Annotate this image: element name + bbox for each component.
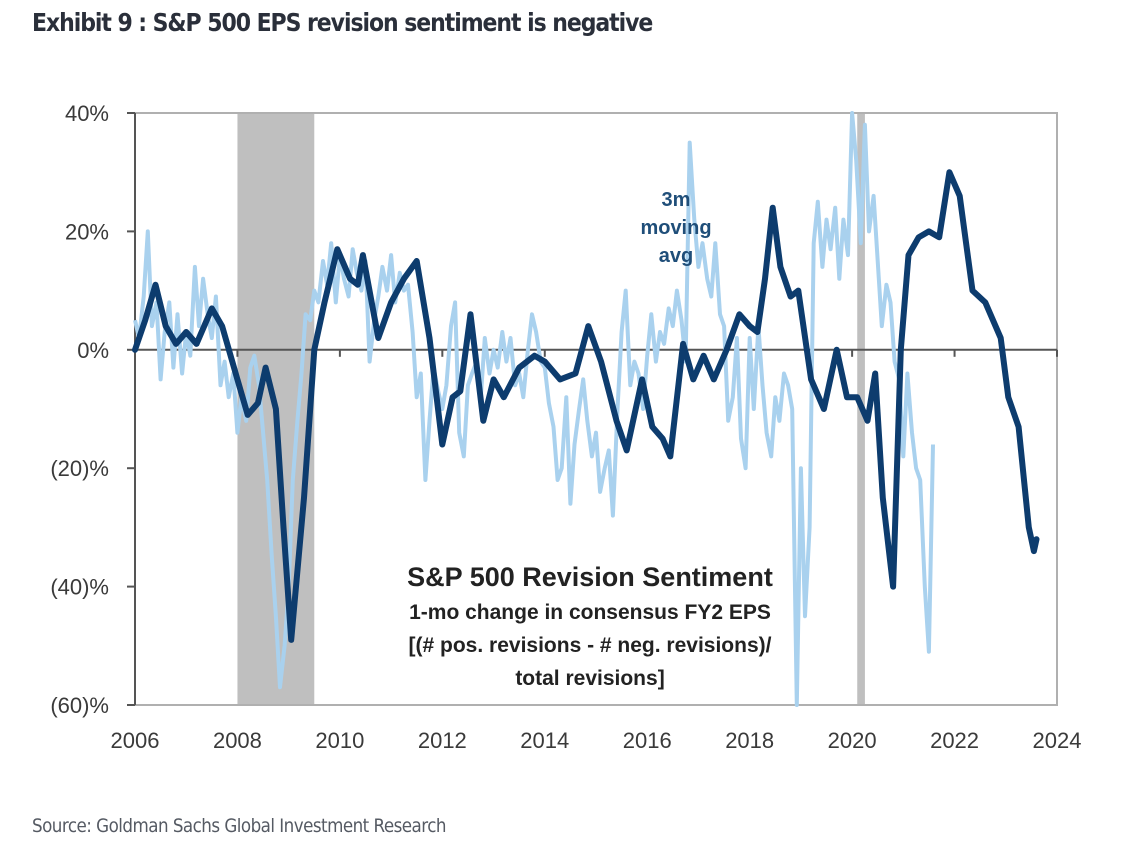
annotation-line-3: avg bbox=[659, 245, 693, 267]
monthly-series-line bbox=[133, 111, 935, 707]
chart-subtitle-line-2: [(# pos. revisions - # neg. revisions)/ bbox=[409, 634, 772, 657]
chart-subtitle-line-3: total revisions] bbox=[515, 667, 664, 690]
x-tick-label: 2010 bbox=[315, 728, 364, 753]
exhibit-title: Exhibit 9 : S&P 500 EPS revision sentime… bbox=[32, 8, 653, 37]
y-tick-label: (20)% bbox=[50, 456, 109, 481]
chart-subtitle-line-1: 1-mo change in consensus FY2 EPS bbox=[409, 601, 771, 624]
monthly-series-group bbox=[133, 111, 935, 707]
moving-average-line bbox=[132, 169, 1040, 643]
x-tick-label: 2020 bbox=[828, 728, 877, 753]
y-tick-label: 0% bbox=[77, 338, 109, 363]
chart-description-group: S&P 500 Revision Sentiment 1-mo change i… bbox=[407, 562, 773, 690]
x-tick-label: 2016 bbox=[623, 728, 672, 753]
x-tick-label: 2018 bbox=[725, 728, 774, 753]
annotation-line-2: moving bbox=[640, 217, 711, 239]
y-tick-label: 40% bbox=[65, 101, 109, 126]
x-tick-label: 2008 bbox=[213, 728, 262, 753]
chart-title: S&P 500 Revision Sentiment bbox=[407, 562, 773, 592]
tick-labels-group: 40% 20% 0% (20)% (40)% (60)%2006 2008 2010 2012 2… bbox=[50, 101, 1081, 753]
x-tick-label: 2014 bbox=[520, 728, 569, 753]
y-tick-label: 20% bbox=[65, 219, 109, 244]
x-tick-label: 2024 bbox=[1033, 728, 1082, 753]
x-tick-label: 2012 bbox=[418, 728, 467, 753]
y-tick-label: (40)% bbox=[50, 575, 109, 600]
annotation-line-1: 3m bbox=[662, 189, 691, 211]
x-tick-label: 2022 bbox=[930, 728, 979, 753]
annotation-group: 3m moving avg bbox=[640, 189, 711, 267]
y-tick-label: (60)% bbox=[50, 693, 109, 718]
x-tick-label: 2006 bbox=[111, 728, 160, 753]
source-note: Source: Goldman Sachs Global Investment … bbox=[32, 815, 446, 837]
moving-average-series-group bbox=[132, 169, 1040, 643]
